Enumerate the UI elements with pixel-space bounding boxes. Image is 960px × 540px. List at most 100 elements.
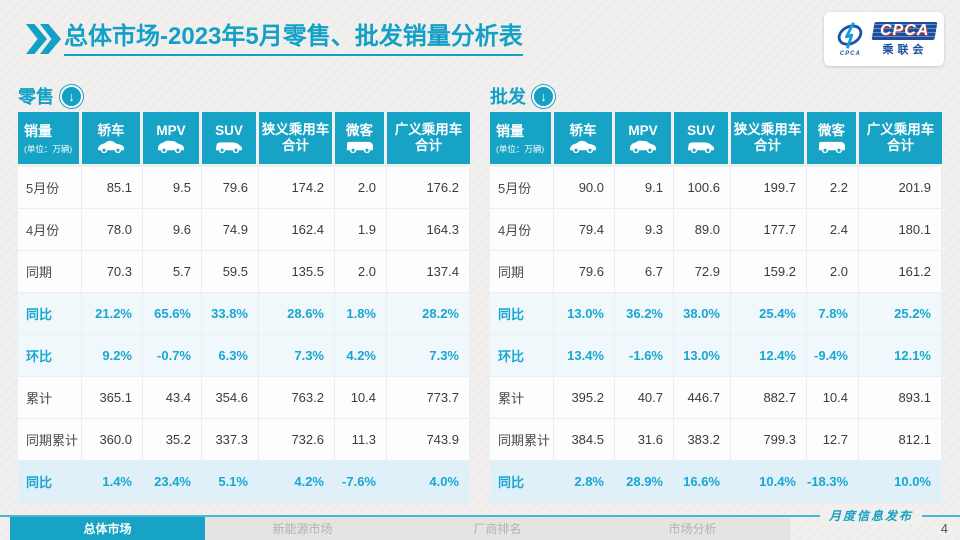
table-row: 4月份 79.4 9.3 89.0 177.7 2.4 180.1 <box>490 209 942 251</box>
page-title: 总体市场-2023年5月零售、批发销量分析表 <box>64 22 523 56</box>
cell-value: 5.7 <box>143 251 202 293</box>
row-label: 累计 <box>18 377 82 419</box>
cell-value: 74.9 <box>202 209 259 251</box>
logo-chinese-name: 乘联会 <box>882 43 928 56</box>
column-header-broad-pv-total: 广义乘用车 合计 <box>387 112 470 167</box>
cell-value: 384.5 <box>554 419 615 461</box>
page-title-rest: -2023年5月零售、批发销量分析表 <box>160 23 523 50</box>
cpca-logo: CPCA CPCA 乘联会 <box>824 12 944 66</box>
cell-value: 100.6 <box>674 167 731 209</box>
column-header-narrow-pv-total: 狭义乘用车 合计 <box>731 112 807 167</box>
row-label: 同期累计 <box>490 419 554 461</box>
cell-value: 79.6 <box>554 251 615 293</box>
cell-value: 2.2 <box>807 167 859 209</box>
column-header-microvan: 微客 <box>807 112 859 167</box>
cell-value: 4.2% <box>259 461 335 503</box>
mpv-icon <box>143 140 199 154</box>
footer-note: 月度信息发布 <box>819 507 922 524</box>
cell-value: 360.0 <box>82 419 143 461</box>
section-tabs: 总体市场 新能源市场 厂商排名 市场分析 <box>10 517 790 540</box>
cell-value: 9.2% <box>82 335 143 377</box>
cell-value: 85.1 <box>82 167 143 209</box>
cell-value: 135.5 <box>259 251 335 293</box>
tab-overall-market[interactable]: 总体市场 <box>10 517 205 540</box>
cell-value: 159.2 <box>731 251 807 293</box>
column-header-mpv: MPV <box>143 112 202 167</box>
column-header-suv: SUV <box>202 112 259 167</box>
tab-market-analysis[interactable]: 市场分析 <box>595 517 790 540</box>
cell-value: 1.8% <box>335 293 387 335</box>
wholesale-header-row: 销量 (单位：万辆) 轿车 MPV SUV <box>490 112 942 167</box>
tab-nev-market[interactable]: 新能源市场 <box>205 517 400 540</box>
cell-value: 9.3 <box>615 209 674 251</box>
cell-value: -9.4% <box>807 335 859 377</box>
cell-value: 799.3 <box>731 419 807 461</box>
row-label: 累计 <box>490 377 554 419</box>
cell-value: 383.2 <box>674 419 731 461</box>
row-label: 4月份 <box>18 209 82 251</box>
cell-value: 31.6 <box>615 419 674 461</box>
microvan-icon <box>807 140 856 154</box>
wholesale-table-body: 5月份 90.0 9.1 100.6 199.7 2.2 201.9 4月份 79.4 9.3 89… <box>490 167 942 503</box>
cell-value: 174.2 <box>259 167 335 209</box>
sales-header-cell: 销量 (单位：万辆) <box>490 112 554 167</box>
sedan-icon <box>82 140 140 154</box>
retail-section-label: 零售 <box>18 87 54 107</box>
cell-value: 12.7 <box>807 419 859 461</box>
cell-value: 1.4% <box>82 461 143 503</box>
cell-value: 10.0% <box>859 461 942 503</box>
cpca-wordmark: CPCA <box>871 21 939 40</box>
cell-value: -1.6% <box>615 335 674 377</box>
cell-value: 9.5 <box>143 167 202 209</box>
cell-value: -18.3% <box>807 461 859 503</box>
cell-value: 882.7 <box>731 377 807 419</box>
title-row: 总体市场-2023年5月零售、批发销量分析表 <box>26 22 523 56</box>
cell-value: 137.4 <box>387 251 470 293</box>
cell-value: 446.7 <box>674 377 731 419</box>
cell-value: 2.8% <box>554 461 615 503</box>
cell-value: 763.2 <box>259 377 335 419</box>
cell-value: 10.4% <box>731 461 807 503</box>
cell-value: -0.7% <box>143 335 202 377</box>
down-arrow-icon: ↓ <box>60 84 83 108</box>
table-row: 环比 13.4% -1.6% 13.0% 12.4% -9.4% 12.1% <box>490 335 942 377</box>
cell-value: 337.3 <box>202 419 259 461</box>
tab-manufacturer-ranking[interactable]: 厂商排名 <box>400 517 595 540</box>
cell-value: 89.0 <box>674 209 731 251</box>
cell-value: 161.2 <box>859 251 942 293</box>
cell-value: 10.4 <box>807 377 859 419</box>
cell-value: 70.3 <box>82 251 143 293</box>
cell-value: 13.0% <box>674 335 731 377</box>
cell-value: 12.1% <box>859 335 942 377</box>
cell-value: 12.4% <box>731 335 807 377</box>
cell-value: 176.2 <box>387 167 470 209</box>
cell-value: 28.9% <box>615 461 674 503</box>
cell-value: 5.1% <box>202 461 259 503</box>
cell-value: 78.0 <box>82 209 143 251</box>
cell-value: 354.6 <box>202 377 259 419</box>
row-label: 同期 <box>18 251 82 293</box>
sales-header-cell: 销量 (单位：万辆) <box>18 112 82 167</box>
cell-value: 79.4 <box>554 209 615 251</box>
cell-value: 7.3% <box>387 335 470 377</box>
table-row: 累计 365.1 43.4 354.6 763.2 10.4 773.7 <box>18 377 470 419</box>
table-row: 同期 70.3 5.7 59.5 135.5 2.0 137.4 <box>18 251 470 293</box>
table-row: 同期 79.6 6.7 72.9 159.2 2.0 161.2 <box>490 251 942 293</box>
cell-value: 6.7 <box>615 251 674 293</box>
retail-section-header: 零售 ↓ <box>18 84 470 108</box>
cell-value: 90.0 <box>554 167 615 209</box>
cell-value: 395.2 <box>554 377 615 419</box>
cell-value: 201.9 <box>859 167 942 209</box>
cell-value: 164.3 <box>387 209 470 251</box>
cell-value: 177.7 <box>731 209 807 251</box>
cell-value: 59.5 <box>202 251 259 293</box>
table-row: 累计 395.2 40.7 446.7 882.7 10.4 893.1 <box>490 377 942 419</box>
cell-value: 7.8% <box>807 293 859 335</box>
cell-value: 6.3% <box>202 335 259 377</box>
suv-icon <box>202 140 256 154</box>
row-label: 环比 <box>18 335 82 377</box>
retail-table-body: 5月份 85.1 9.5 79.6 174.2 2.0 176.2 4月份 78.0 9.6 74.… <box>18 167 470 503</box>
wholesale-panel: 批发 ↓ 销量 (单位：万辆) 轿车 MPV <box>490 84 942 503</box>
cell-value: 38.0% <box>674 293 731 335</box>
cell-value: 2.0 <box>335 167 387 209</box>
